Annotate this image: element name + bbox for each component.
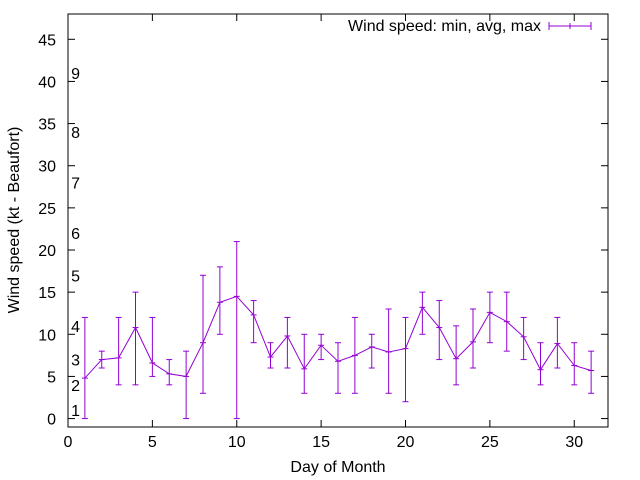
y-tick-label-0: 0 [47,412,56,429]
y-tick-label-5: 25 [38,201,56,218]
error-bar-day-7 [183,350,190,420]
x-tick-label-1: 5 [148,434,157,451]
beaufort-label-4: 4 [71,319,80,336]
error-bar-day-28 [537,342,544,386]
beaufort-label-5: 5 [71,268,80,285]
x-tick-label-4: 20 [397,434,415,451]
error-bar-day-17 [351,316,358,394]
y-tick-label-2: 10 [38,327,56,344]
error-bar-day-2 [98,350,105,369]
beaufort-label-6: 6 [71,226,80,243]
error-bar-day-14 [301,333,308,394]
error-bar-day-11 [250,300,257,344]
error-bar-day-25 [486,291,493,344]
axis-ticks [67,14,608,427]
x-tick-label-5: 25 [481,434,499,451]
error-bar-day-13 [284,316,291,369]
error-bar-day-29 [554,316,561,369]
x-tick-label-6: 30 [565,434,583,451]
y-axis-label: Wind speed (kt - Beaufort) [6,127,23,314]
error-bar-day-19 [385,308,392,394]
beaufort-label-7: 7 [71,176,80,193]
error-bar-day-15 [318,333,325,361]
y-tick-label-9: 45 [38,32,56,49]
error-bar-day-30 [571,342,578,386]
beaufort-label-1: 1 [71,403,80,420]
x-tick-label-0: 0 [64,434,73,451]
series-wind-speed [81,241,595,420]
error-bar-day-26 [503,291,510,352]
error-bar-day-4 [132,291,139,386]
plot-frame [67,13,609,428]
error-bar-day-18 [368,333,375,369]
beaufort-labels: 1 2 3 4 5 6 7 8 9 [71,66,80,420]
error-bar-day-31 [588,350,595,394]
y-tick-label-6: 30 [38,159,56,176]
error-bar-day-27 [520,316,527,361]
legend: Wind speed: min, avg, max [348,18,592,35]
error-bar-day-24 [470,308,476,369]
error-bar-day-5 [149,316,156,377]
beaufort-label-9: 9 [71,66,80,83]
error-bar-day-8 [200,274,206,394]
beaufort-label-8: 8 [71,125,80,142]
beaufort-label-3: 3 [71,353,80,370]
error-bar-day-10 [233,241,240,420]
y-tick-label-8: 40 [38,74,56,91]
error-bar-day-23 [453,325,460,386]
x-axis-label: Day of Month [290,459,385,476]
error-bar-day-6 [166,359,173,386]
error-bar-day-12 [267,342,274,369]
y-tick-label-4: 20 [38,243,56,260]
x-tick-label-3: 15 [312,434,330,451]
error-bar-day-1 [81,316,88,420]
x-tick-label-2: 10 [228,434,246,451]
error-bar-day-21 [419,291,426,335]
error-bar-day-22 [436,300,443,361]
legend-entry-label: Wind speed: min, avg, max [348,18,541,35]
error-bar-day-20 [402,316,409,403]
y-tick-label-7: 35 [38,117,56,134]
error-bar-day-9 [216,266,223,335]
error-bar-day-16 [335,342,341,394]
y-tick-label-3: 15 [38,285,56,302]
error-bar-day-3 [115,316,122,386]
beaufort-label-2: 2 [71,378,80,395]
y-tick-label-1: 5 [47,369,56,386]
